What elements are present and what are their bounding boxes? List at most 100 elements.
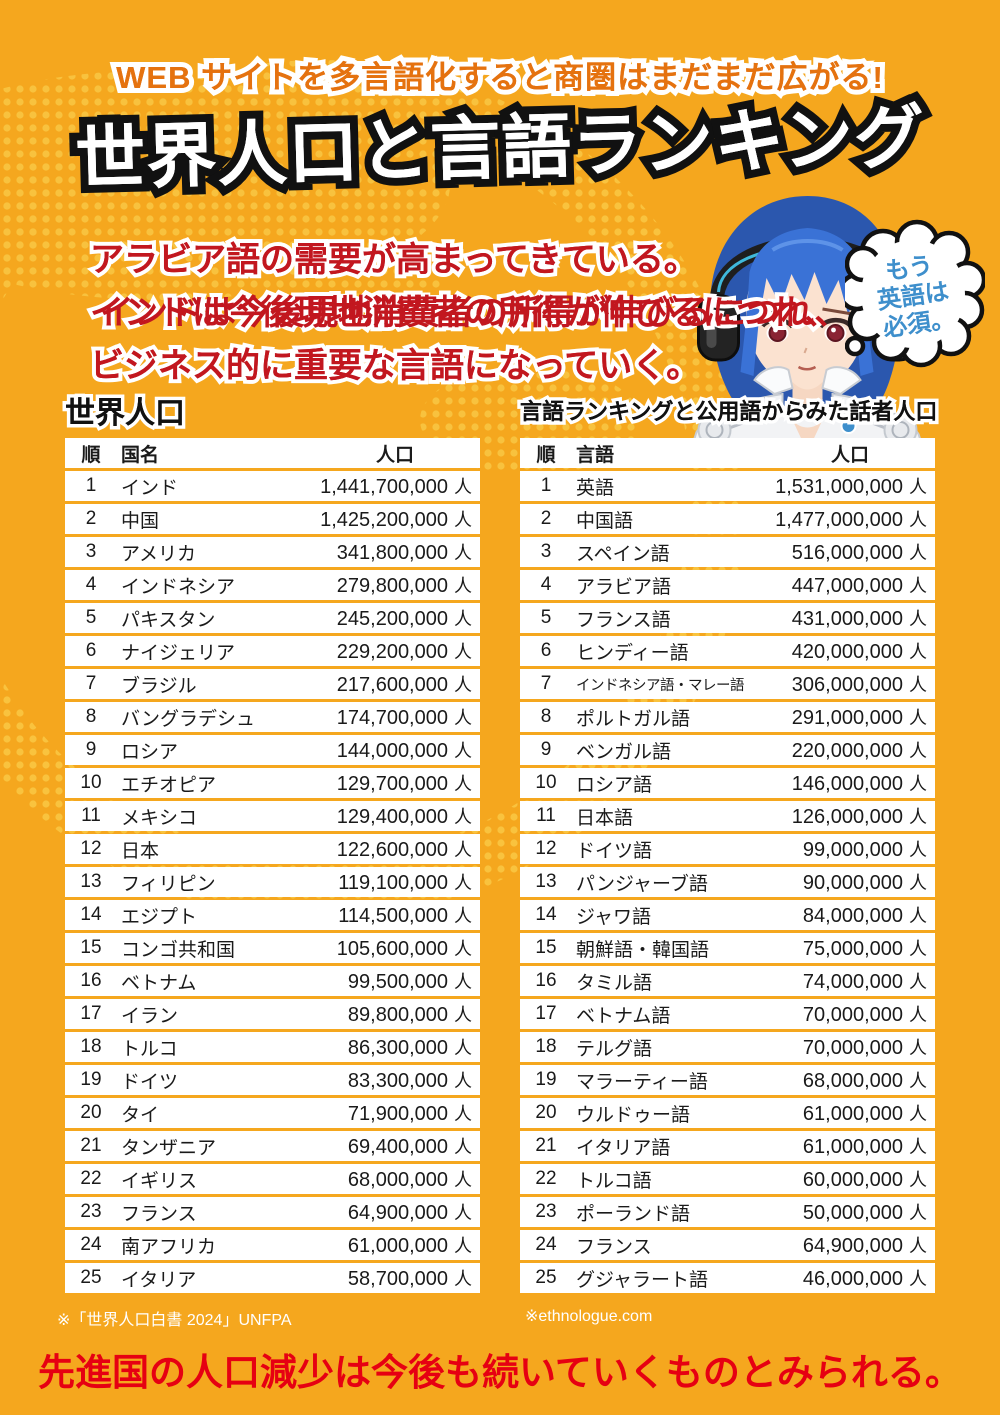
value-cell: 86,300,000 人 [348, 1034, 472, 1060]
name-cell: ロシア語 [576, 774, 653, 796]
rank-cell: 16 [535, 970, 557, 991]
name-cell: ドイツ [121, 1071, 179, 1093]
value-number: 105,600,000 [336, 938, 448, 960]
rank-cell: 25 [80, 1267, 102, 1288]
name-cell: 日本 [121, 840, 160, 862]
value-number: 99,000,000 [802, 839, 903, 861]
value-cell: 61,000,000 人 [348, 1232, 472, 1258]
name-cell: インドネシア語・マレー語 [576, 677, 744, 694]
table-row: 4 アラビア語 447,000,000 人 [520, 570, 935, 600]
value-cell: 129,400,000 人 [337, 803, 472, 829]
rank-cell: 18 [80, 1036, 102, 1057]
value-number: 69,400,000 [347, 1136, 448, 1158]
name-cell: ウルドゥー語 [576, 1104, 691, 1126]
table-row: 25 グジャラート語 46,000,000 人 [520, 1263, 935, 1293]
value-number: 50,000,000 [802, 1202, 903, 1224]
value-number: 1,477,000,000 [775, 509, 903, 531]
value-number: 306,000,000 [791, 674, 903, 696]
value-unit: 人 [909, 675, 927, 695]
name-cell: フランス語 [576, 609, 671, 631]
name-cell: 中国語 [576, 510, 634, 532]
value-unit: 人 [909, 609, 927, 629]
value-number: 70,000,000 [802, 1037, 903, 1059]
value-cell: 122,600,000 人 [337, 836, 472, 862]
table-row: 9 ベンガル語 220,000,000 人 [520, 735, 935, 765]
rank-cell: 22 [535, 1168, 557, 1189]
value-unit: 人 [454, 1104, 472, 1124]
table-row: 14 ジャワ語 84,000,000 人 [520, 900, 935, 930]
value-number: 245,200,000 [336, 608, 448, 630]
value-unit: 人 [454, 1269, 472, 1289]
value-cell: 114,500,000 人 [338, 902, 472, 928]
value-unit: 人 [909, 642, 927, 662]
table-row: 15 コンゴ共和国 105,600,000 人 [65, 933, 480, 963]
table-row: 3 スペイン語 516,000,000 人 [520, 537, 935, 567]
value-cell: 61,000,000 人 [803, 1100, 927, 1126]
value-cell: 1,477,000,000 人 [775, 506, 927, 532]
header-name: 言語 [576, 444, 615, 466]
name-cell: バングラデシュ [121, 708, 255, 730]
value-unit: 人 [454, 741, 472, 761]
rank-cell: 20 [535, 1102, 557, 1123]
header-value: 人口 [830, 444, 869, 466]
value-number: 64,900,000 [802, 1235, 903, 1257]
value-cell: 306,000,000 人 [792, 671, 927, 697]
name-cell: イタリア語 [576, 1137, 671, 1159]
value-number: 74,000,000 [802, 971, 903, 993]
value-number: 61,000,000 [802, 1103, 903, 1125]
value-unit: 人 [454, 543, 472, 563]
value-unit: 人 [909, 576, 927, 596]
table-row: 4 インドネシア 279,800,000 人 [65, 570, 480, 600]
rank-cell: 12 [535, 838, 557, 859]
value-number: 46,000,000 [802, 1268, 903, 1290]
value-number: 144,000,000 [336, 740, 448, 762]
name-cell: 日本語 [576, 807, 634, 829]
rank-cell: 11 [81, 805, 101, 826]
name-cell: パンジャーブ語 [576, 873, 708, 895]
value-number: 1,531,000,000 [775, 476, 903, 498]
rank-cell: 8 [85, 706, 97, 727]
value-number: 146,000,000 [791, 773, 903, 795]
name-cell: フランス [576, 1236, 652, 1258]
rank-cell: 5 [540, 607, 552, 628]
name-cell: タイ [121, 1104, 160, 1126]
value-cell: 420,000,000 人 [792, 638, 927, 664]
table-row: 19 マラーティー語 68,000,000 人 [520, 1065, 935, 1095]
name-cell: ポルトガル語 [576, 708, 691, 730]
table-row: 10 ロシア語 146,000,000 人 [520, 768, 935, 798]
name-cell: トルコ語 [576, 1170, 652, 1192]
value-number: 126,000,000 [791, 806, 903, 828]
value-cell: 50,000,000 人 [803, 1199, 927, 1225]
name-cell: フィリピン [121, 873, 216, 895]
name-cell: ポーランド語 [576, 1203, 691, 1225]
value-cell: 146,000,000 人 [792, 770, 927, 796]
value-cell: 516,000,000 人 [792, 539, 927, 565]
rank-cell: 6 [85, 640, 97, 661]
name-cell: タミル語 [576, 972, 653, 994]
value-unit: 人 [909, 1203, 927, 1223]
speech-bubble: もう 英語は 必須。 [845, 219, 985, 368]
value-cell: 61,000,000 人 [803, 1133, 927, 1159]
value-unit: 人 [454, 1203, 472, 1223]
table-row: 2 中国 1,425,200,000 人 [65, 504, 480, 534]
value-cell: 89,800,000 人 [348, 1001, 472, 1027]
name-cell: ベトナム [121, 972, 197, 994]
value-cell: 229,200,000 人 [337, 638, 472, 664]
rank-cell: 8 [540, 706, 552, 727]
value-cell: 99,000,000 人 [803, 836, 927, 862]
rank-cell: 2 [540, 508, 552, 529]
value-unit: 人 [454, 972, 472, 992]
value-number: 60,000,000 [802, 1169, 903, 1191]
language-table-rows: 1 英語 1,531,000,000 人 2 中国語 1,477,000,000 人 3 スペイン… [520, 471, 935, 1293]
value-cell: 431,000,000 人 [792, 605, 927, 631]
table-row: 12 ドイツ語 99,000,000 人 [520, 834, 935, 864]
value-number: 99,500,000 [347, 971, 448, 993]
name-cell: フランス [121, 1203, 197, 1225]
value-unit: 人 [909, 939, 927, 959]
value-cell: 68,000,000 人 [348, 1166, 472, 1192]
lead-line: ビジネス的に重要な言語になっていく。 [90, 340, 849, 393]
name-cell: ロシア [121, 741, 179, 763]
rank-cell: 11 [536, 805, 556, 826]
rank-cell: 15 [535, 937, 557, 958]
value-number: 174,700,000 [336, 707, 448, 729]
